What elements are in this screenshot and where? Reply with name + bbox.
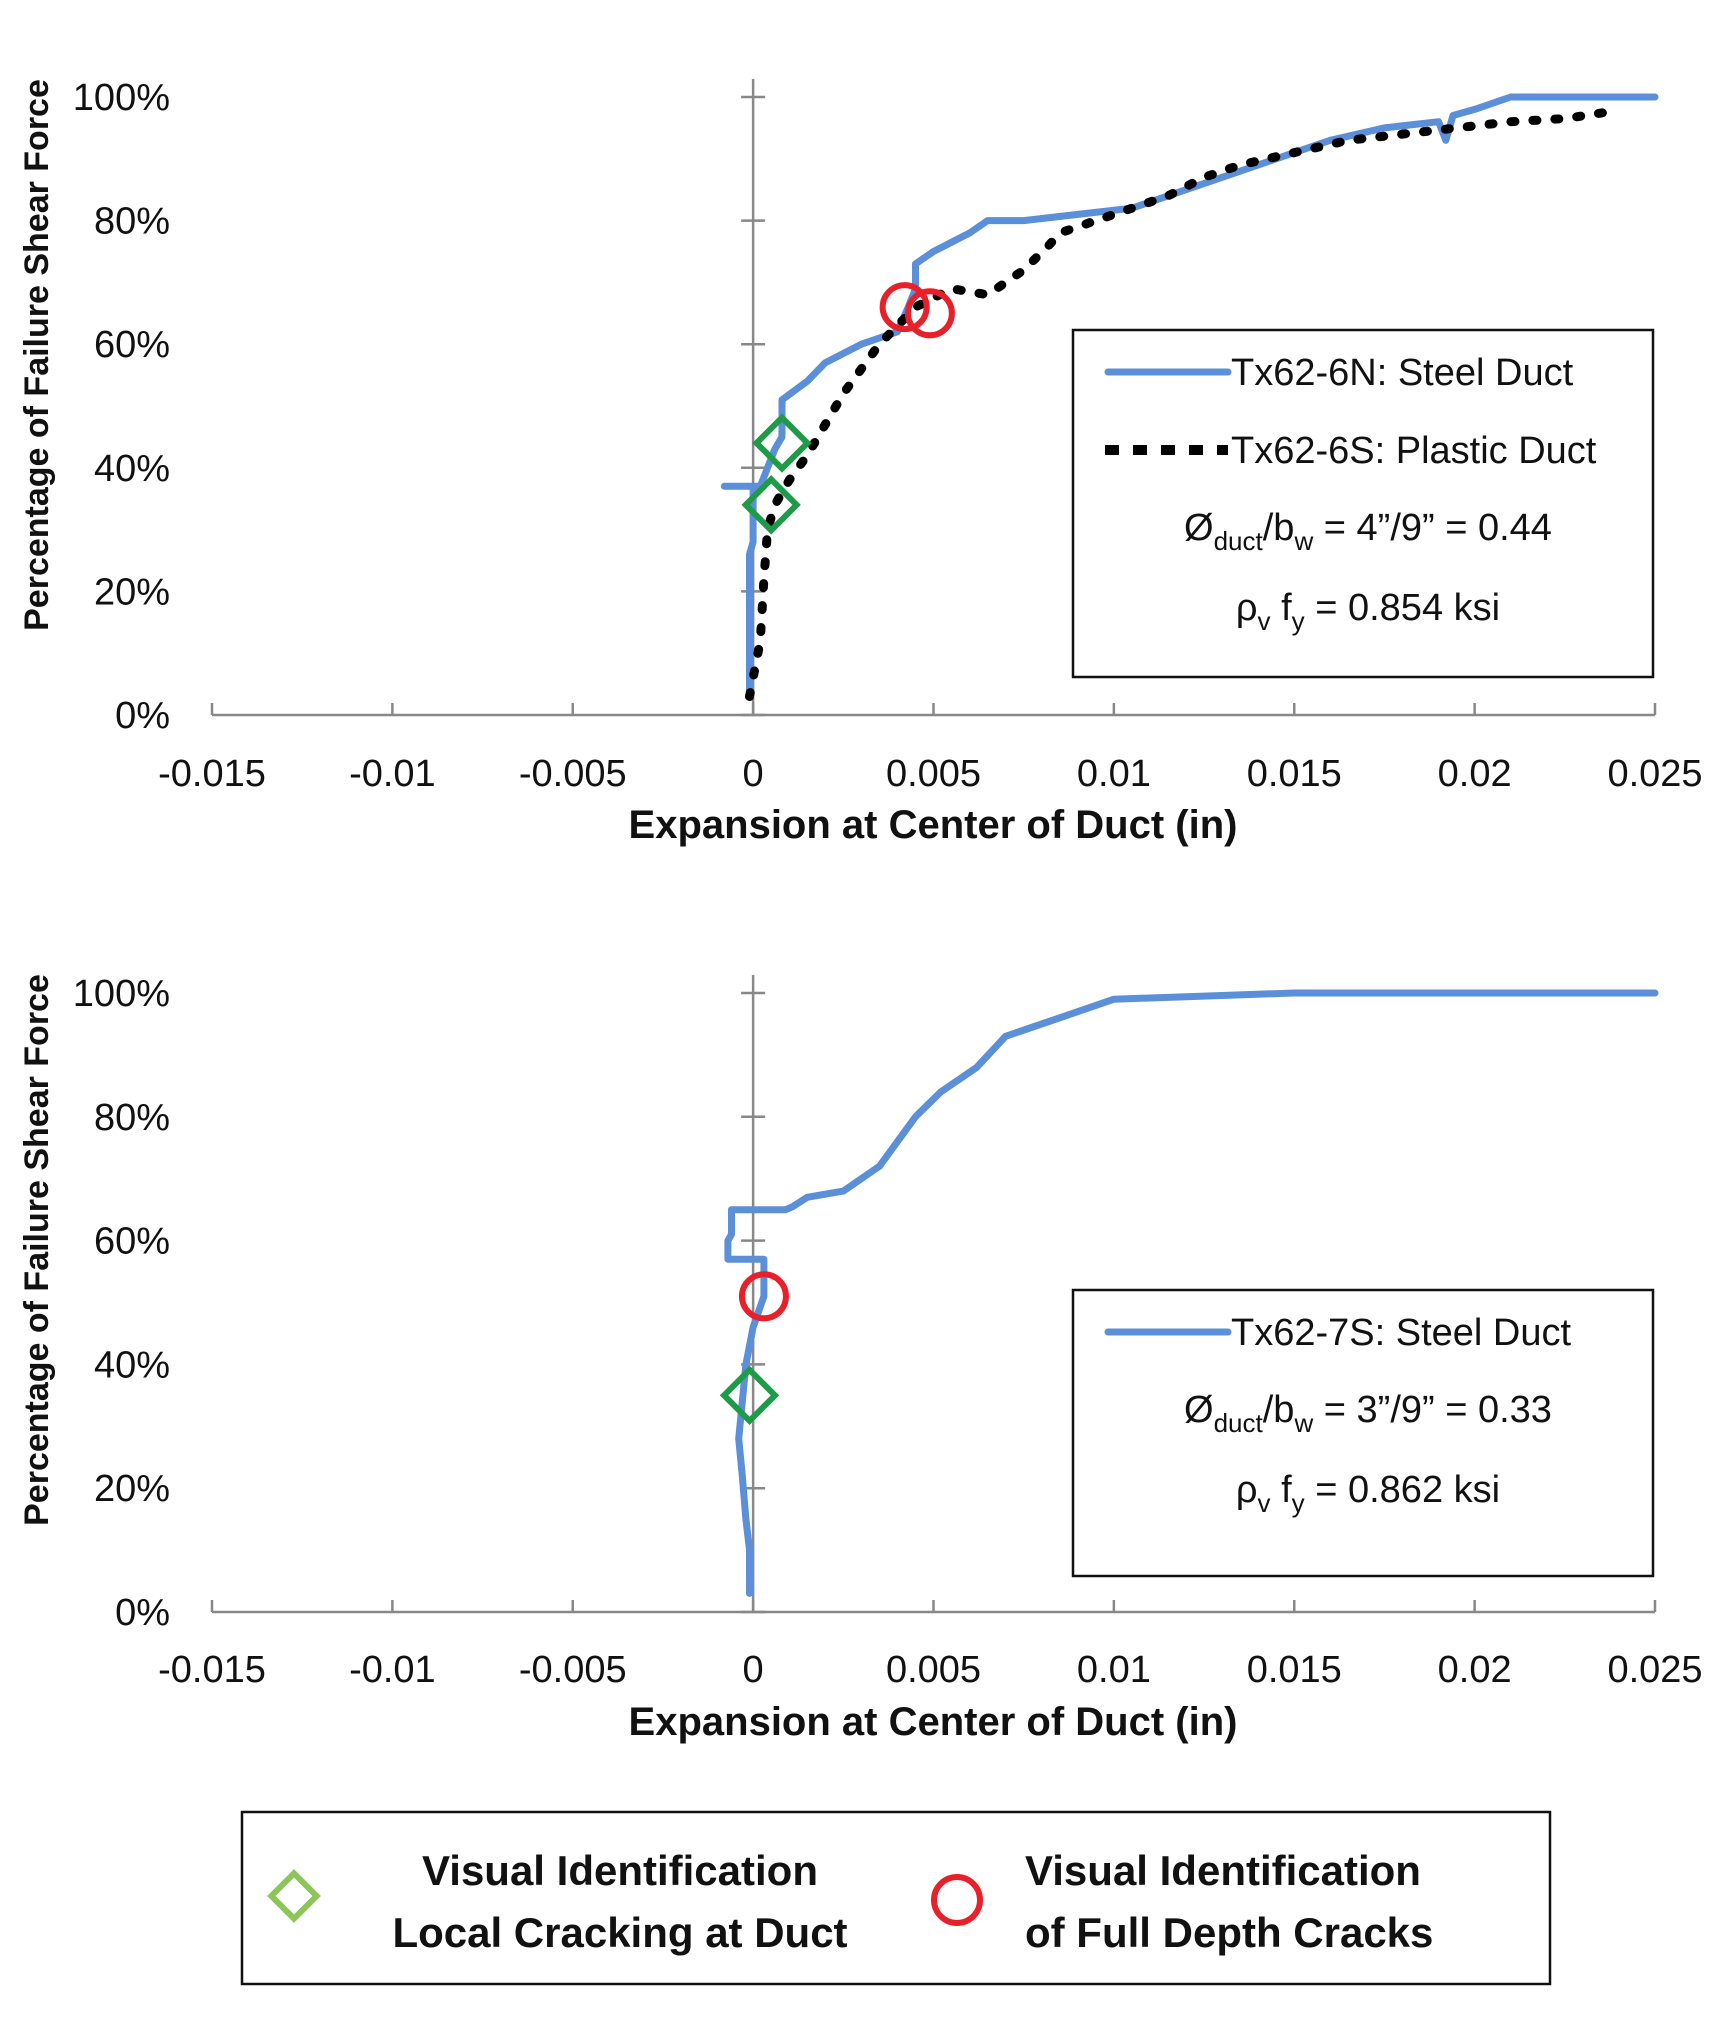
y-tick-label: 0% — [115, 695, 170, 737]
x-tick-label: -0.01 — [349, 1649, 436, 1691]
y-tick-label: 0% — [115, 1592, 170, 1634]
local-cracking-diamond-icon — [267, 1869, 321, 1923]
local-cracking-marker — [719, 1365, 780, 1426]
key-full-line1: Visual Identification — [1025, 1847, 1421, 1894]
legend-note-2: ρv fy = 0.862 ksi — [1236, 1469, 1500, 1518]
x-tick-label: -0.005 — [519, 1649, 627, 1691]
y-tick-label: 40% — [94, 1344, 170, 1386]
x-tick-label: 0.025 — [1607, 1649, 1702, 1691]
y-tick-label: 80% — [94, 201, 170, 243]
x-tick-label: 0.015 — [1247, 753, 1342, 795]
key-local-line1: Visual Identification — [422, 1847, 818, 1894]
x-tick-label: 0.025 — [1607, 753, 1702, 795]
legend-label-1: Tx62-7S: Steel Duct — [1231, 1312, 1571, 1354]
y-tick-label: 40% — [94, 448, 170, 490]
x-tick-label: 0 — [743, 1649, 764, 1691]
full-depth-circle-icon — [931, 1874, 983, 1926]
legend-note-2: ρv fy = 0.854 ksi — [1236, 587, 1500, 636]
key-full-line2: of Full Depth Cracks — [1025, 1909, 1433, 1956]
y-axis-title: Percentage of Failure Shear Force — [18, 974, 56, 1526]
marker-key-box — [240, 1810, 1552, 1986]
series-line-2 — [745, 108, 1609, 701]
series-line-1 — [724, 989, 1659, 1597]
x-tick-label: 0.01 — [1077, 753, 1151, 795]
y-tick-label: 100% — [73, 973, 170, 1015]
full-depth-crack-marker — [738, 1271, 789, 1322]
x-tick-label: -0.005 — [519, 753, 627, 795]
y-tick-label: 60% — [94, 324, 170, 366]
marker-key: Visual Identification Local Cracking at … — [240, 1810, 1552, 1986]
series-line-1 — [720, 93, 1659, 700]
legend-label-1: Tx62-6N: Steel Duct — [1231, 352, 1574, 394]
x-tick-label: -0.01 — [349, 753, 436, 795]
legend-note-1: Øduct/bw = 4”/9” = 0.44 — [1184, 507, 1552, 556]
legend-note-1: Øduct/bw = 3”/9” = 0.33 — [1184, 1389, 1552, 1438]
chart-top: -0.015 -0.01 -0.005 0 0.005 0.01 0.015 0.02 0.02… — [18, 77, 1703, 847]
legend: Tx62-7S: Steel Duct Øduct/bw = 3”/9” = 0.… — [1071, 1288, 1655, 1578]
y-tick-label: 80% — [94, 1097, 170, 1139]
x-tick-label: 0.015 — [1247, 1649, 1342, 1691]
x-tick-label: 0.01 — [1077, 1649, 1151, 1691]
y-tick-label: 20% — [94, 1468, 170, 1510]
legend-box — [1071, 328, 1655, 679]
x-axis-title: Expansion at Center of Duct (in) — [629, 803, 1238, 847]
x-tick-label: 0.02 — [1438, 1649, 1512, 1691]
x-tick-label: 0.02 — [1438, 753, 1512, 795]
y-tick-label: 100% — [73, 77, 170, 119]
full-depth-crack-marker — [879, 282, 930, 333]
x-tick-label: -0.015 — [158, 753, 266, 795]
key-local-line2: Local Cracking at Duct — [392, 1909, 847, 1956]
legend: Tx62-6N: Steel Duct Tx62-6S: Plastic Duct… — [1071, 328, 1655, 679]
local-cracking-marker — [752, 413, 812, 473]
x-tick-label: 0.005 — [886, 753, 981, 795]
y-axis-title: Percentage of Failure Shear Force — [18, 79, 56, 631]
chart-bottom: -0.015 -0.01 -0.005 0 0.005 0.01 0.015 0.02 0.02… — [18, 973, 1703, 1744]
legend-box — [1071, 1288, 1655, 1578]
x-tick-label: 0 — [743, 753, 764, 795]
x-tick-label: -0.015 — [158, 1649, 266, 1691]
full-depth-crack-marker — [904, 288, 955, 339]
y-tick-label: 60% — [94, 1221, 170, 1263]
y-tick-label: 20% — [94, 571, 170, 613]
local-cracking-marker — [741, 475, 801, 535]
x-tick-label: 0.005 — [886, 1649, 981, 1691]
legend-label-2: Tx62-6S: Plastic Duct — [1231, 430, 1597, 472]
x-axis-title: Expansion at Center of Duct (in) — [629, 1700, 1238, 1744]
